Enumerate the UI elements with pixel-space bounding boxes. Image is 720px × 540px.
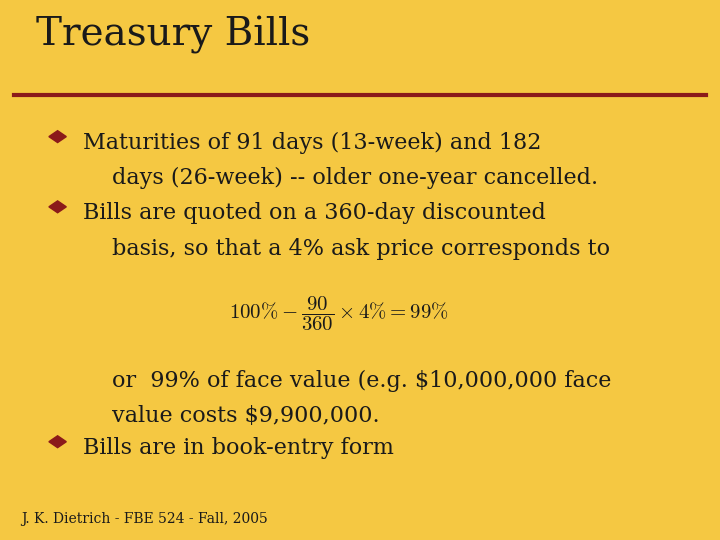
Text: basis, so that a 4% ask price corresponds to: basis, so that a 4% ask price correspond… <box>112 238 610 260</box>
Text: days (26-week) -- older one-year cancelled.: days (26-week) -- older one-year cancell… <box>112 167 598 190</box>
Text: value costs $9,900,000.: value costs $9,900,000. <box>112 405 379 427</box>
Text: Treasury Bills: Treasury Bills <box>36 16 310 54</box>
Text: J. K. Dietrich - FBE 524 - Fall, 2005: J. K. Dietrich - FBE 524 - Fall, 2005 <box>22 512 269 526</box>
Polygon shape <box>49 131 66 143</box>
Text: Maturities of 91 days (13-week) and 182: Maturities of 91 days (13-week) and 182 <box>83 132 541 154</box>
Polygon shape <box>49 201 66 213</box>
Text: or  99% of face value (e.g. $10,000,000 face: or 99% of face value (e.g. $10,000,000 f… <box>112 370 611 392</box>
Text: $100\% - \dfrac{90}{360} \times 4\% = 99\%$: $100\% - \dfrac{90}{360} \times 4\% = 99… <box>228 294 449 333</box>
Text: Bills are quoted on a 360-day discounted: Bills are quoted on a 360-day discounted <box>83 202 546 225</box>
Polygon shape <box>49 436 66 448</box>
Text: Bills are in book-entry form: Bills are in book-entry form <box>83 437 394 460</box>
